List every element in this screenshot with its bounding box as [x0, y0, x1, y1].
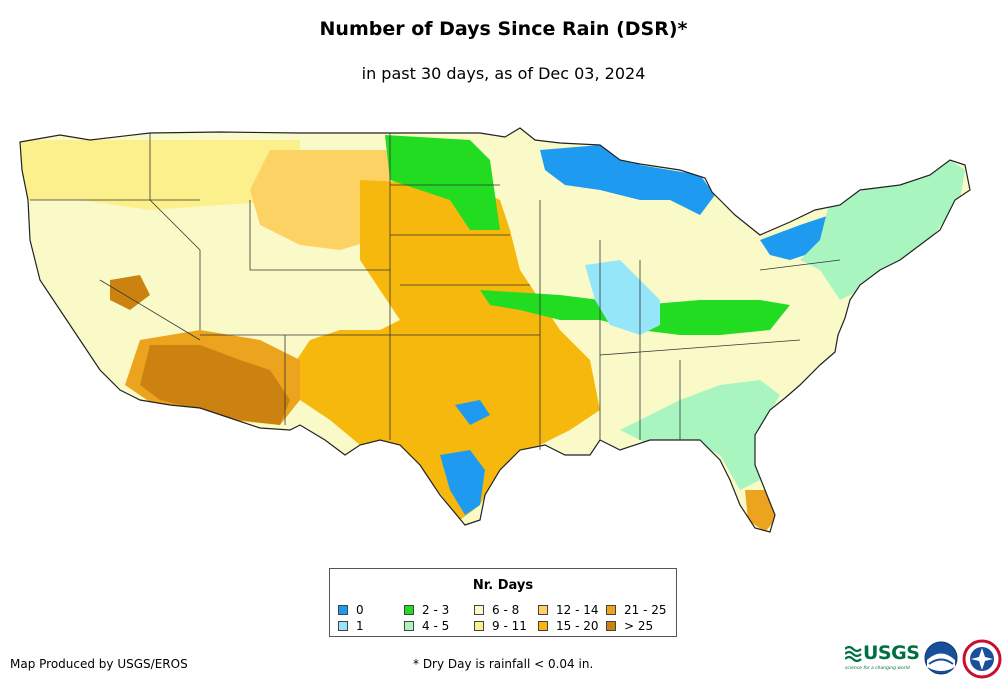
legend-item-6: 12 - 14 — [538, 603, 599, 617]
zone-florida-21-25 — [745, 490, 775, 532]
usgs-logo: USGS science for a changing world — [845, 642, 920, 676]
legend-title: Nr. Days — [472, 578, 534, 593]
legend-item-8: 21 - 25 — [606, 603, 667, 617]
legend-swatch-5 — [474, 621, 484, 631]
legend-label-4: 6 - 8 — [492, 603, 520, 617]
legend-swatch-7 — [538, 621, 548, 631]
border-ca-nv — [99, 279, 201, 341]
dry-day-footnote: * Dry Day is rainfall < 0.04 in. — [413, 657, 594, 671]
legend-label-6: 12 - 14 — [556, 603, 599, 617]
legend-item-5: 9 - 11 — [474, 619, 527, 633]
border-wyoming — [249, 200, 390, 271]
zone-illinois-1 — [585, 260, 660, 335]
legend-label-8: 21 - 25 — [624, 603, 667, 617]
legend-swatch-1 — [338, 621, 348, 631]
legend-label-0: 0 — [356, 603, 364, 617]
map-subtitle: in past 30 days, as of Dec 03, 2024 — [361, 64, 646, 83]
zone-southeast-4-5 — [620, 380, 780, 490]
state-borders — [30, 133, 841, 450]
zone-northeast-4-5 — [800, 160, 965, 300]
legend-item-1: 1 — [338, 619, 364, 633]
legend-label-9: > 25 — [624, 619, 654, 633]
zone-texas-0 — [440, 450, 485, 515]
legend-item-3: 4 - 5 — [404, 619, 449, 633]
legend-swatch-3 — [404, 621, 414, 631]
legend-swatch-6 — [538, 605, 548, 615]
map-credit: Map Produced by USGS/EROS — [10, 657, 188, 671]
noaa-logo-icon — [924, 641, 958, 675]
legend-item-7: 15 - 20 — [538, 619, 599, 633]
legend-label-3: 4 - 5 — [422, 619, 450, 633]
legend-swatch-0 — [338, 605, 348, 615]
border-idaho — [149, 133, 201, 330]
usgs-wordmark: USGS — [863, 642, 920, 664]
zone-great-lakes-0 — [540, 145, 715, 215]
us-dsr-map — [19, 127, 971, 533]
nws-logo-icon — [962, 639, 1002, 679]
legend-item-4: 6 - 8 — [474, 603, 519, 617]
zone-montana-12-14 — [250, 150, 390, 250]
legend: Nr. Days 0 1 2 - 3 4 - 5 6 - 8 9 - 11 12… — [329, 568, 677, 637]
zone-northwest-9-11 — [20, 140, 300, 210]
legend-label-7: 15 - 20 — [556, 619, 599, 633]
zone-texas-north-0 — [455, 400, 490, 425]
usgs-tagline: science for a changing world — [845, 666, 910, 671]
map-title: Number of Days Since Rain (DSR)* — [319, 18, 688, 40]
legend-swatch-4 — [474, 605, 484, 615]
border-pa-ny — [759, 259, 841, 271]
legend-item-2: 2 - 3 — [404, 603, 449, 617]
border-tn — [599, 339, 801, 356]
zone-dakotas-2-3 — [385, 135, 500, 230]
usgs-wave-icon — [845, 645, 862, 663]
legend-label-2: 2 - 3 — [422, 603, 450, 617]
zone-plains-15-20 — [290, 180, 600, 520]
legend-swatch-8 — [606, 605, 616, 615]
legend-label-1: 1 — [356, 619, 364, 633]
zone-arizona-gt25 — [140, 345, 290, 425]
legend-swatch-9 — [606, 621, 616, 631]
legend-item-0: 0 — [338, 603, 364, 617]
legend-label-5: 9 - 11 — [492, 619, 527, 633]
zone-nevada-gt25 — [110, 275, 150, 310]
legend-item-9: > 25 — [606, 619, 653, 633]
legend-swatch-2 — [404, 605, 414, 615]
